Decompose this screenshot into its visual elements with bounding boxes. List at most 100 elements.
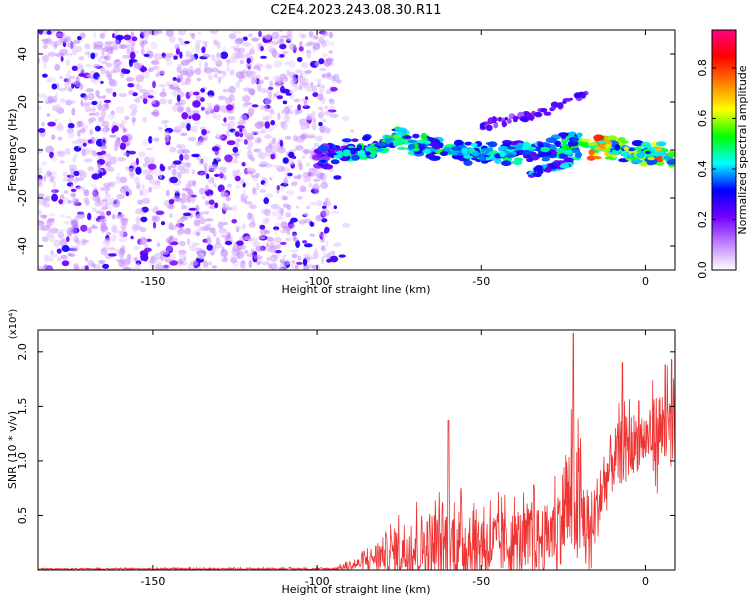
heatmap-cell [172,160,182,165]
heatmap-cell [239,127,243,133]
heatmap-cell [238,245,247,250]
heatmap-cell [283,106,291,115]
heatmap-cell [71,220,79,229]
heatmap-cell [169,235,175,239]
heatmap-cell [231,219,238,224]
heatmap-cell [232,146,239,153]
heatmap-cell [247,212,252,221]
heatmap-cell [103,127,107,135]
heatmap-cell [253,254,263,260]
heatmap-cell [65,215,72,219]
heatmap-cell [85,63,92,68]
heatmap-cell [217,70,223,74]
heatmap-cell [313,142,320,148]
heatmap-cell [75,266,79,270]
heatmap-cell [138,65,142,70]
heatmap-cell [522,153,530,159]
heatmap-cell [184,77,191,85]
heatmap-cell [232,205,238,212]
heatmap-cell [197,252,207,260]
heatmap-cell [221,70,227,77]
heatmap-cell [156,242,160,248]
heatmap-cell [160,221,166,226]
heatmap-cell [172,87,180,91]
heatmap-cell [118,92,128,97]
heatmap-cell [246,167,253,172]
heatmap-cell [298,162,303,171]
heatmap-cell [350,129,354,133]
heatmap-cell [138,74,144,80]
heatmap-cell [101,201,110,207]
heatmap-cell [115,61,124,65]
heatmap-cell [225,130,230,138]
heatmap-cell [282,195,289,201]
heatmap-cell [303,33,307,39]
heatmap-cell [311,122,317,131]
heatmap-cell [277,206,282,214]
heatmap-cell [49,257,54,262]
heatmap-cell [57,229,66,233]
heatmap-cell [41,236,49,243]
heatmap-cell [191,169,195,175]
heatmap-cell [274,222,281,227]
heatmap-cell [485,124,493,131]
heatmap-cell [190,125,199,132]
heatmap-cell [70,188,77,192]
heatmap-cell [97,162,101,170]
heatmap-cell [282,157,289,164]
colorbar-tick-label: 0.6 [696,110,709,128]
heatmap-cell [223,174,227,181]
heatmap-cell [47,51,57,57]
heatmap-cell [57,257,62,262]
heatmap-cell [71,65,78,72]
heatmap-cell [77,169,84,173]
heatmap-cell [201,106,205,111]
heatmap-cell [215,237,221,245]
heatmap-cell [412,133,420,139]
heatmap-cell [264,97,273,106]
heatmap-cell [186,123,191,131]
heatmap-cell [257,79,264,85]
heatmap-cell [586,155,596,161]
heatmap-cell [288,71,296,79]
heatmap-cell [45,145,55,154]
heatmap-cell [246,57,251,64]
heatmap-cell [314,168,320,176]
heatmap-cell [273,92,278,98]
heatmap-cell [239,60,245,65]
heatmap-cell [94,111,100,117]
heatmap-cell [263,182,270,187]
heatmap-cell [563,157,572,163]
colorbar-label: Normalized spectral amplitude [736,65,749,234]
heatmap-cell [308,31,314,38]
heatmap-cell [133,229,138,234]
heatmap-cell [282,88,290,94]
heatmap-cell [225,96,232,105]
heatmap-cell [193,91,200,96]
heatmap-cell [230,254,237,260]
heatmap-cell [225,104,234,111]
heatmap-cell [309,201,318,206]
heatmap-cell [645,153,654,158]
heatmap-cell [302,258,308,266]
heatmap-cell [205,237,212,245]
heatmap-cell [315,214,324,222]
heatmap-cell [62,177,68,182]
heatmap-cell [306,205,311,210]
heatmap-cell [270,203,280,210]
heatmap-cell [573,92,582,99]
heatmap-cell [47,76,56,83]
heatmap-cell [203,260,209,268]
heatmap-cell [236,41,240,49]
heatmap-cell [251,37,260,42]
heatmap-cell [513,159,523,166]
heatmap-cell [68,164,77,172]
heatmap-cell [159,165,166,172]
heatmap-cell [215,132,221,138]
heatmap-cell [157,69,166,75]
heatmap-cell [105,62,112,68]
heatmap-cell [99,67,106,72]
heatmap-cell [204,61,209,69]
heatmap-cell [150,158,155,166]
